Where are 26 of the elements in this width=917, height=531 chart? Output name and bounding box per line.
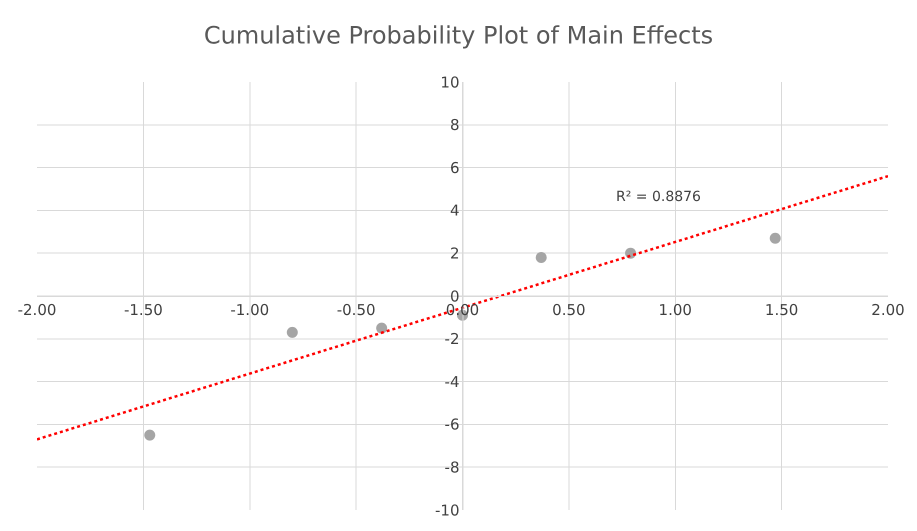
x-tick-label: -1.00 xyxy=(230,301,270,319)
x-tick-label: 1.00 xyxy=(658,301,692,319)
y-tick-label: -8 xyxy=(444,458,460,476)
y-tick-label: -2 xyxy=(444,330,460,348)
x-tick-label: -0.50 xyxy=(336,301,376,319)
y-tick-label: -6 xyxy=(444,416,460,434)
point xyxy=(770,232,781,244)
annotation: R² = 0.8876 xyxy=(616,189,702,205)
y-tick-label: 6 xyxy=(450,158,460,177)
y-tick-label: 4 xyxy=(450,202,460,220)
point xyxy=(536,252,547,263)
point xyxy=(144,430,156,441)
point xyxy=(376,322,388,334)
y-tick-label: 8 xyxy=(450,116,460,134)
y-tick-label: 2 xyxy=(450,244,460,262)
x-tick-label: -2.00 xyxy=(18,301,56,319)
x-tick-label: 0.50 xyxy=(552,301,586,319)
x-tick-label: -1.50 xyxy=(124,301,163,319)
y-tick-label: -4 xyxy=(444,372,460,391)
y-tick-label: -10 xyxy=(435,501,460,520)
y-tick-label: 0 xyxy=(450,287,460,306)
y-tick-label: 10 xyxy=(440,73,460,92)
x-tick-label: 1.50 xyxy=(764,301,798,319)
point xyxy=(286,326,298,338)
x-tick-label: 2.00 xyxy=(871,301,905,319)
chart-title: Cumulative Probability Plot of Main Effects xyxy=(204,21,714,50)
